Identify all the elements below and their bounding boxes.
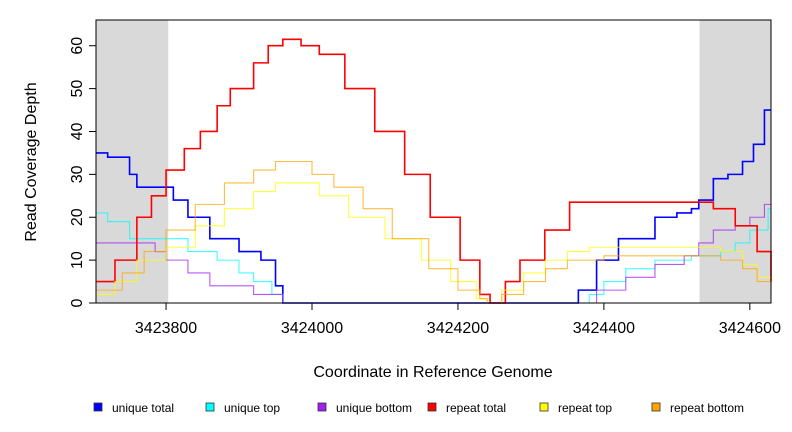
legend-label: unique top (224, 401, 280, 415)
x-axis: 3423800 3424000 3424200 3424400 3424600 (135, 303, 781, 337)
y-tick-label: 40 (69, 122, 86, 140)
y-tick-label: 0 (69, 298, 86, 307)
series-line-repeat-total (96, 38, 772, 304)
legend: unique total unique top unique bottom repea… (93, 401, 744, 415)
legend-swatch (427, 402, 437, 412)
shaded-regions (96, 20, 771, 303)
y-axis-label: Read Coverage Depth (23, 82, 40, 241)
y-tick-label: 10 (69, 251, 86, 269)
y-tick-label: 60 (69, 37, 86, 55)
series-lines (96, 38, 772, 304)
plot-frame (95, 19, 772, 304)
legend-item-unique-total: unique total (93, 401, 174, 415)
legend-label: unique total (112, 401, 174, 415)
x-tick-label: 3424000 (281, 320, 343, 337)
legend-item-repeat-total: repeat total (427, 401, 506, 415)
series-line-repeat-bottom (96, 160, 772, 304)
x-tick-label: 3424600 (719, 320, 781, 337)
y-axis: 0 10 20 30 40 50 60 (69, 37, 96, 307)
series-line-repeat-top (96, 182, 772, 304)
x-tick-label: 3423800 (135, 320, 197, 337)
x-tick-label: 3424200 (427, 320, 489, 337)
legend-item-repeat-top: repeat top (539, 401, 612, 415)
legend-label: repeat total (446, 401, 506, 415)
legend-swatch (317, 402, 327, 412)
y-tick-label: 30 (69, 165, 86, 183)
legend-item-repeat-bottom: repeat bottom (651, 401, 744, 415)
legend-swatch (539, 402, 549, 412)
series-line-unique-bottom (96, 203, 771, 304)
legend-swatch (205, 402, 215, 412)
legend-item-unique-top: unique top (205, 401, 280, 415)
series-line-unique-total (96, 109, 771, 304)
y-tick-label: 20 (69, 208, 86, 226)
legend-label: unique bottom (336, 401, 412, 415)
legend-item-unique-bottom: unique bottom (317, 401, 412, 415)
shaded-region (96, 20, 169, 303)
y-tick-label: 50 (69, 80, 86, 98)
legend-swatch (651, 402, 661, 412)
x-axis-label: Coordinate in Reference Genome (313, 364, 552, 381)
legend-label: repeat bottom (670, 401, 744, 415)
x-tick-label: 3424400 (573, 320, 635, 337)
legend-label: repeat top (558, 401, 612, 415)
legend-swatch (93, 402, 103, 412)
